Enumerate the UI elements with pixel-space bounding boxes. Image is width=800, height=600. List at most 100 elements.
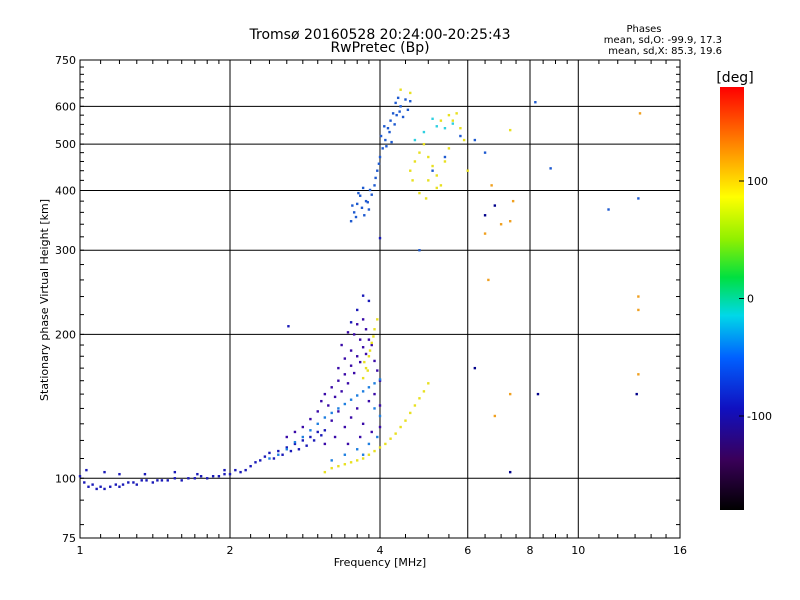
data-point [277,449,280,453]
data-point [320,399,323,403]
data-point [399,425,402,429]
data-point [357,191,360,195]
data-point [536,392,540,396]
data-point [370,430,373,434]
data-point [383,125,386,128]
data-point [418,151,421,154]
data-point [327,404,330,407]
data-point [358,338,362,341]
data-point [377,162,381,165]
data-point [409,411,412,415]
data-point [244,468,247,472]
data-point [361,457,365,460]
data-point [211,475,215,478]
data-point [268,451,271,455]
data-point [132,481,135,484]
data-point [316,430,319,434]
data-point [366,201,369,204]
data-point [493,204,497,207]
data-point [391,112,395,115]
data-point [635,392,638,396]
y-tick-label: 75 [62,532,76,545]
data-point [156,479,159,482]
phases-x-stats: mean, sd,X: 85.3, 19.6 [608,46,722,57]
data-point [145,479,148,482]
data-point [508,392,512,396]
data-point [638,112,642,115]
data-point [373,449,376,453]
data-point [473,138,477,142]
x-tick-label: 6 [464,544,471,557]
data-point [431,164,434,168]
data-point [78,475,82,478]
data-point [85,468,88,472]
data-point [367,338,371,341]
data-point [411,179,414,182]
plot-area: 1 2 4 6 8 10 16 75 100 200 300 400 500 600 750 [55,54,687,557]
y-tick-label: 200 [55,328,76,341]
data-point [309,417,312,421]
data-point [367,208,371,211]
data-point [413,404,417,407]
data-point [367,386,371,389]
data-point [343,463,347,466]
data-point [355,459,359,462]
colorbar: [deg] 100 0 -100 [716,70,772,510]
data-point [364,352,368,356]
data-point [193,477,197,480]
data-point [346,331,350,334]
data-point [439,184,443,187]
data-point [367,299,371,303]
data-point [361,390,365,393]
data-point [199,475,203,478]
data-point [268,457,271,460]
data-point [381,147,384,150]
data-point [301,439,305,442]
data-point [337,464,340,468]
data-point [483,151,487,154]
data-point [483,232,487,235]
data-point [309,435,312,439]
data-point [352,333,356,336]
y-tick-label: 300 [55,244,76,257]
colorbar-tick-label: -100 [747,410,772,423]
data-point [396,96,400,100]
data-point [309,429,312,432]
data-point [367,355,371,358]
data-point [285,448,288,451]
data-point [508,128,512,132]
data-point [205,477,209,480]
grid-lines [80,60,680,538]
data-point [404,98,407,101]
data-point [95,487,98,491]
data-point [361,186,365,190]
data-point [384,442,387,446]
data-point [370,341,373,345]
data-point [173,470,177,474]
data-point [499,223,503,226]
data-point [346,442,350,446]
data-point [367,399,371,403]
data-point [223,472,226,476]
data-point [413,160,417,163]
data-point [473,366,477,370]
data-point [435,125,438,128]
data-point [637,197,640,200]
data-point [435,186,438,190]
data-point [367,453,371,456]
data-point [393,123,396,126]
data-point [378,404,382,407]
data-point [355,323,359,326]
data-point [223,468,226,472]
x-tick-label: 16 [673,544,687,557]
data-point [459,126,462,130]
axis-ticks [80,60,680,538]
data-point [373,392,376,396]
data-point [358,435,362,439]
data-point [379,134,383,138]
data-point [287,325,290,328]
x-axis-label: Frequency [MHz] [334,556,426,569]
data-point [343,373,347,376]
data-point [285,435,288,439]
data-point [323,416,327,419]
